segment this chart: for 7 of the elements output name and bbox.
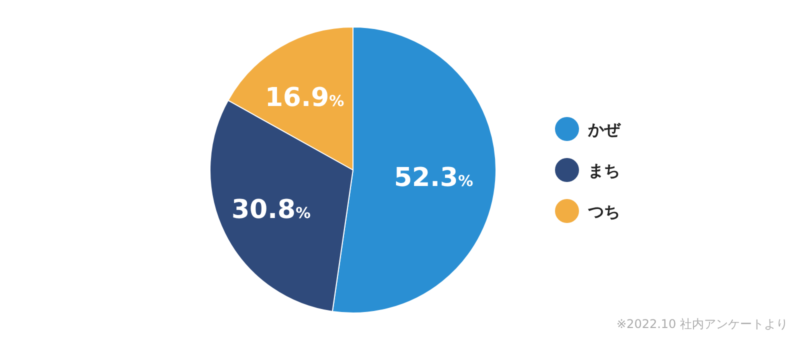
- legend-label: まち: [588, 161, 620, 180]
- text: ※2022.10 社内アンケートより: [616, 317, 788, 331]
- legend-label: かぜ: [587, 120, 622, 139]
- data-label: 16.9%: [264, 83, 344, 114]
- data-label: 52.3%: [394, 163, 474, 194]
- data-label: 30.8%: [231, 194, 311, 225]
- legend-label: つち: [587, 202, 620, 221]
